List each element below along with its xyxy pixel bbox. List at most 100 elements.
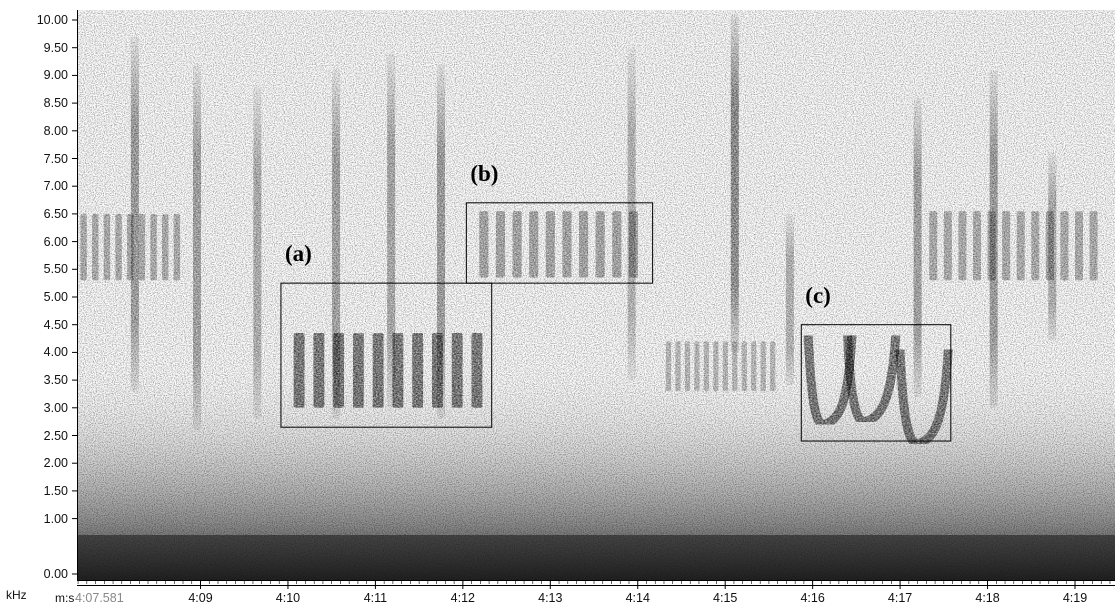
- u-shaped-call: [843, 331, 901, 426]
- y-unit-label: kHz: [6, 588, 27, 602]
- streak-event: [253, 86, 262, 419]
- x-tick-label: 4:13: [538, 591, 563, 605]
- x-tick-label: 4:10: [275, 591, 301, 605]
- streak-event: [130, 36, 139, 392]
- y-tick-label: 9.00: [43, 68, 68, 83]
- pulse: [1089, 211, 1098, 281]
- pulse: [173, 213, 181, 281]
- y-tick-label: 10.00: [36, 13, 68, 27]
- pulse: [1060, 211, 1069, 281]
- annotation-label: (a): [284, 241, 312, 267]
- pulse: [313, 333, 325, 408]
- pulse-train: [479, 211, 638, 278]
- streak-event: [193, 64, 202, 430]
- pulse: [495, 211, 506, 278]
- x-tick-label: 4:17: [887, 591, 913, 605]
- x-start-label: 4:07.581: [75, 591, 124, 605]
- x-tick-label: 4:09: [188, 591, 213, 605]
- y-tick-label: 3.50: [43, 373, 68, 388]
- pulse: [352, 333, 364, 408]
- pulse: [529, 211, 539, 278]
- pulse: [741, 341, 747, 392]
- x-tick-label: 4:15: [713, 591, 738, 605]
- pulse: [665, 341, 672, 392]
- pulse: [545, 211, 555, 278]
- background-noise: [78, 10, 1115, 580]
- pulse: [103, 213, 111, 281]
- pulse: [675, 341, 681, 392]
- pulse: [732, 341, 738, 392]
- pulse: [943, 211, 952, 281]
- annotation-box: [800, 324, 952, 442]
- pulse: [1045, 211, 1054, 281]
- annotation-boxes: [280, 202, 952, 442]
- pulse-train: [929, 211, 1098, 281]
- sound-events: [80, 14, 1098, 449]
- pulse: [722, 341, 728, 392]
- y-tick-label: 6.00: [43, 234, 68, 249]
- pulse: [431, 333, 443, 408]
- y-tick-label: 2.50: [43, 428, 68, 443]
- pulse: [972, 211, 981, 281]
- pulse: [1016, 211, 1025, 281]
- pulse: [612, 211, 622, 278]
- pulse: [684, 341, 691, 392]
- pulse-train: [80, 213, 181, 281]
- y-tick-label: 9.50: [43, 40, 68, 55]
- annotation-label: (c): [805, 282, 831, 308]
- streak-event: [332, 69, 341, 419]
- pulse: [138, 213, 146, 281]
- pulse: [115, 213, 122, 281]
- y-tick-label: 1.00: [43, 511, 68, 526]
- streak-event: [913, 97, 922, 397]
- annotation-label: (b): [470, 160, 499, 186]
- streak-event: [730, 14, 739, 353]
- y-tick-label: 0.00: [43, 567, 68, 581]
- pulse: [150, 213, 157, 281]
- pulse: [562, 211, 572, 278]
- pulse: [578, 211, 589, 278]
- pulse-train: [665, 341, 776, 392]
- pulse: [333, 333, 345, 408]
- pulse: [80, 213, 87, 281]
- pulse: [628, 211, 638, 278]
- x-tick-label: 4:14: [625, 591, 650, 605]
- y-tick-label: 3.00: [43, 400, 68, 415]
- pulse: [479, 211, 489, 278]
- x-tick-label: 4:18: [975, 591, 1000, 605]
- pulse: [512, 211, 522, 278]
- pulse-train: [293, 333, 483, 408]
- pulse: [412, 333, 424, 408]
- y-tick-label: 8.00: [43, 123, 68, 138]
- pulse: [958, 211, 967, 281]
- pulse: [760, 341, 766, 392]
- y-tick-label: 4.50: [43, 317, 68, 332]
- pulse: [751, 341, 757, 392]
- y-tick-label: 7.50: [43, 151, 68, 166]
- annotation-box: [465, 202, 654, 284]
- pulse: [162, 213, 169, 281]
- pulse: [595, 211, 605, 278]
- pulse: [713, 341, 719, 392]
- pulse: [127, 213, 134, 281]
- x-unit-label: m:s: [55, 591, 75, 605]
- pulse: [451, 333, 463, 408]
- x-tick-label: 4:12: [450, 591, 476, 605]
- pulse: [1075, 211, 1084, 281]
- pulse: [471, 333, 483, 408]
- y-tick-label: 8.50: [43, 96, 68, 111]
- y-tick-label: 1.50: [43, 483, 68, 498]
- streak-event: [785, 213, 794, 386]
- y-tick-label: 5.00: [43, 290, 68, 304]
- y-tick-label: 2.00: [43, 456, 68, 471]
- x-tick-label: 4:16: [800, 591, 825, 605]
- pulse: [1002, 211, 1011, 281]
- y-tick-label: 7.00: [43, 179, 68, 194]
- pulse: [1031, 211, 1040, 281]
- y-tick-label: 5.50: [43, 262, 68, 277]
- y-tick-label: 6.50: [43, 206, 68, 221]
- x-tick-label: 4:19: [1062, 591, 1088, 605]
- axes: [72, 10, 1115, 589]
